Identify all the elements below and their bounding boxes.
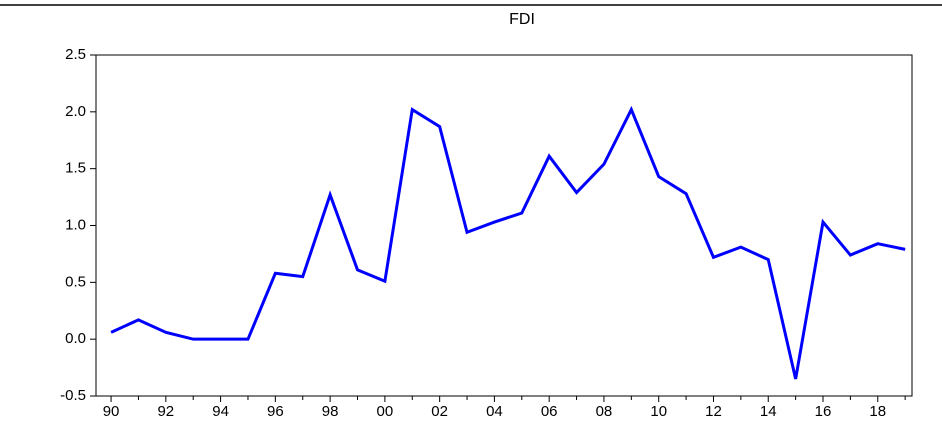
series-line	[110, 105, 906, 380]
x-tick-label: 00	[377, 403, 394, 420]
x-tick-label: 18	[869, 403, 886, 420]
chart-title: FDI	[509, 11, 535, 28]
x-tick-label: 90	[103, 403, 120, 420]
y-tick-label: 2.5	[65, 46, 86, 63]
x-tick-label: 14	[760, 403, 777, 420]
x-tick-label: 98	[322, 403, 339, 420]
y-tick-label: 1.0	[65, 216, 86, 233]
x-tick-label: 12	[705, 403, 722, 420]
y-tick-label: 0.0	[65, 330, 86, 347]
x-tick-label: 06	[541, 403, 558, 420]
y-tick-label: -0.5	[60, 387, 86, 404]
x-tick-label: 16	[815, 403, 832, 420]
x-tick-label: 08	[596, 403, 613, 420]
x-tick-label: 92	[157, 403, 174, 420]
x-tick-label: 02	[431, 403, 448, 420]
y-tick-label: 2.0	[65, 103, 86, 120]
plot-frame	[95, 54, 913, 397]
x-tick-label: 94	[212, 403, 229, 420]
x-tick-label: 96	[267, 403, 284, 420]
y-tick-label: 1.5	[65, 160, 86, 177]
y-tick-label: 0.5	[65, 273, 86, 290]
x-tick-label: 04	[486, 403, 503, 420]
x-tick-label: 10	[650, 403, 667, 420]
